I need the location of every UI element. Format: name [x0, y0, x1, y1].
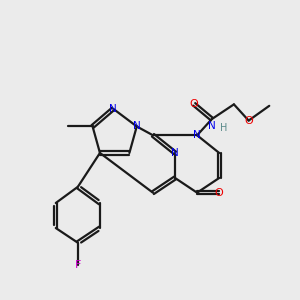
Text: N: N [208, 122, 216, 131]
Text: H: H [220, 123, 227, 133]
Text: N: N [193, 130, 201, 140]
Text: F: F [75, 260, 81, 270]
Text: O: O [215, 188, 224, 198]
Text: O: O [244, 116, 253, 126]
Text: N: N [171, 148, 179, 158]
Text: O: O [190, 99, 199, 110]
Text: N: N [133, 122, 141, 131]
Text: N: N [109, 104, 117, 114]
